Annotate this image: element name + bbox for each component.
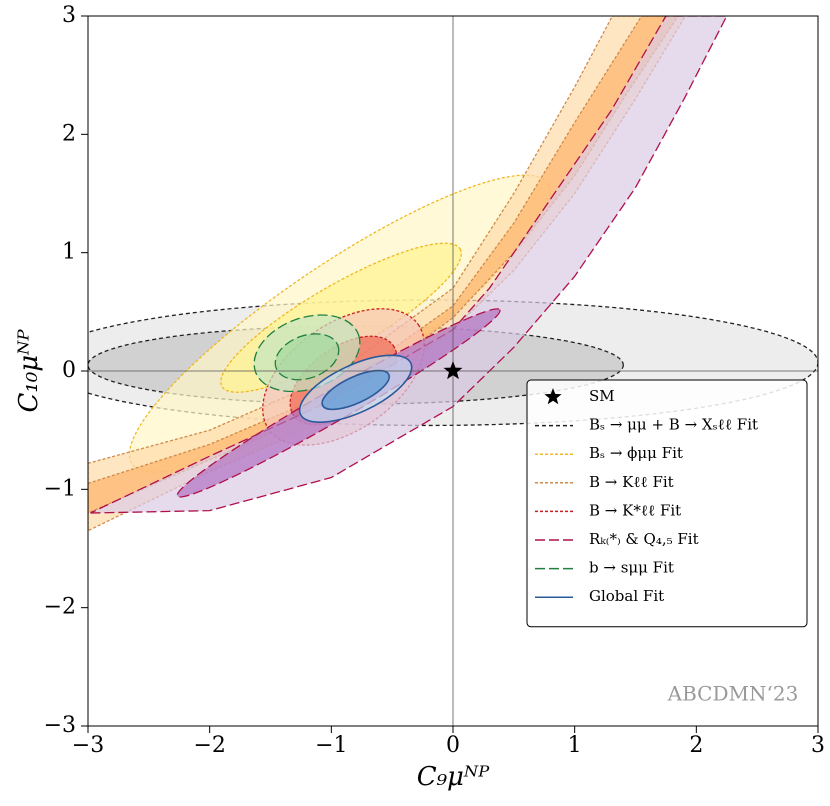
y-tick-label: −2 (44, 595, 76, 620)
legend-label: Rₖ₍*₎ & Q₄,₅ Fit (589, 530, 699, 548)
x-tick-label: −3 (72, 733, 104, 758)
contour-ellipse (274, 333, 340, 381)
contour-band (90, 16, 728, 514)
legend: SM Bₛ → μμ + B → Xₛℓℓ Fit Bₛ → ϕμμ Fit B → … (526, 379, 808, 628)
x-axis-label: C₉μᴺᴾ (417, 762, 491, 792)
y-tick-label: 1 (62, 240, 76, 265)
plot-area (88, 16, 818, 726)
y-axis-label: C₁₀μᴺᴾ (14, 329, 44, 413)
x-tick-label: 2 (689, 733, 703, 758)
watermark: ABCDMN‘23 (667, 682, 799, 706)
x-tick-label: 1 (568, 733, 582, 758)
contour-ellipse (321, 369, 391, 411)
y-tick-label: −3 (44, 713, 76, 738)
sm-point (443, 361, 463, 380)
legend-box (526, 379, 808, 628)
legend-label: B → K*ℓℓ Fit (589, 501, 681, 519)
y-tick-label: −1 (44, 476, 76, 501)
x-tick-label: 3 (811, 733, 825, 758)
x-tick-label: 0 (446, 733, 460, 758)
y-tick-label: 0 (62, 358, 76, 383)
legend-label: b → sμμ Fit (589, 559, 674, 577)
legend-label: Bₛ → ϕμμ Fit (589, 444, 683, 462)
y-tick-label: 2 (62, 121, 76, 146)
y-tick-label: 3 (62, 3, 76, 28)
x-tick-label: −2 (193, 733, 225, 758)
legend-label: Bₛ → μμ + B → Xₛℓℓ Fit (589, 416, 758, 434)
legend-marker (544, 388, 562, 405)
x-tick-label: −1 (315, 733, 347, 758)
legend-label: SM (589, 387, 615, 405)
legend-label: B → Kℓℓ Fit (589, 473, 674, 491)
legend-label: Global Fit (589, 587, 664, 605)
